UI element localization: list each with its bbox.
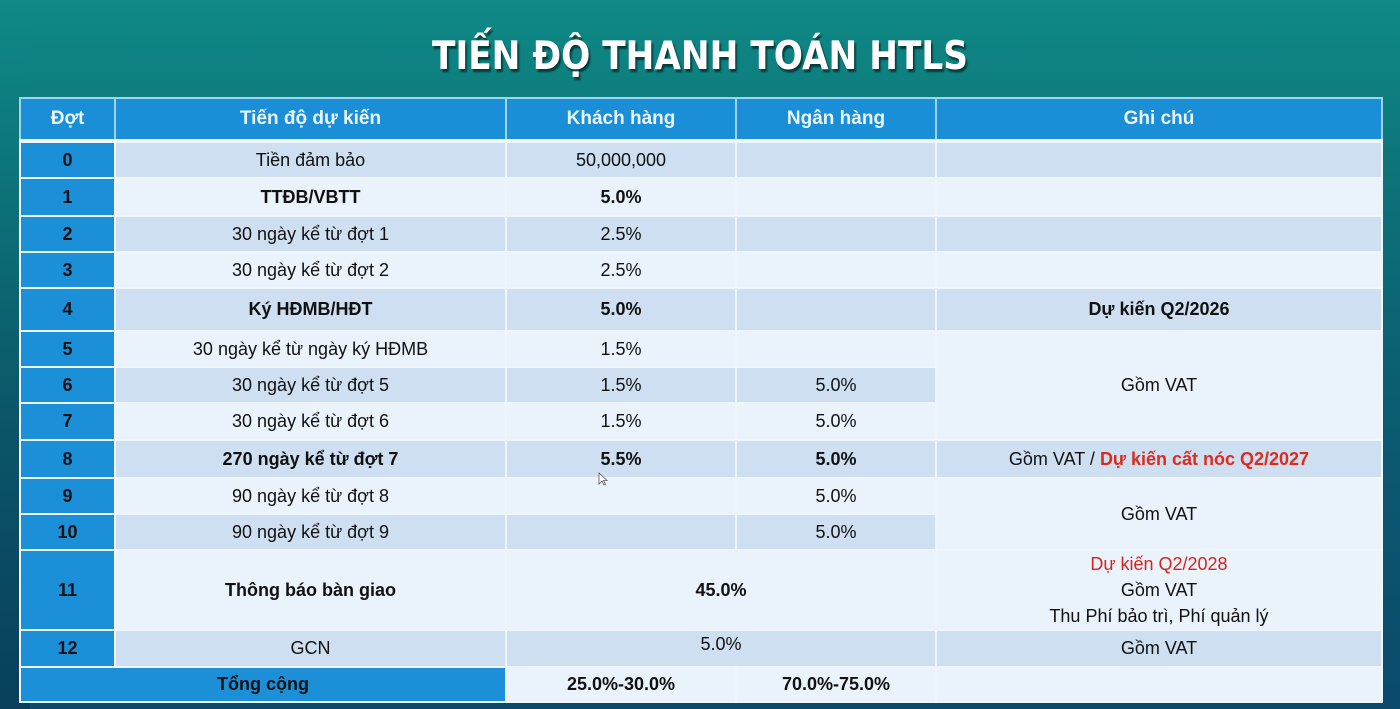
total-customer: 25.0%-30.0% <box>505 666 737 703</box>
bank-cell: 5.0% <box>735 439 937 479</box>
milestone-cell: 30 ngày kể từ đợt 2 <box>114 251 507 289</box>
header-dot: Đợt <box>19 97 116 143</box>
bank-cell <box>735 287 937 332</box>
table-row: 0 Tiền đảm bảo 50,000,000 <box>19 140 1383 179</box>
total-bank: 70.0%-75.0% <box>735 666 937 703</box>
customer-cell: 5.5% <box>505 439 737 479</box>
header-tien-do: Tiến độ dự kiến <box>114 97 507 143</box>
customer-cell: 2.5% <box>505 215 737 253</box>
header-ngan-hang: Ngân hàng <box>735 97 937 143</box>
row-number: 4 <box>19 287 116 332</box>
note-cell <box>935 140 1383 179</box>
note-line: Dự kiến Q2/2028 <box>1090 554 1228 574</box>
customer-cell: 1.5% <box>505 366 737 404</box>
table-row: 1 TTĐB/VBTT 5.0% <box>19 177 1383 217</box>
bank-cell: 5.0% <box>735 366 937 404</box>
bank-cell: 5.0% <box>735 513 937 551</box>
note-cell: Gồm VAT <box>935 330 1383 441</box>
note-cell: Gồm VAT / Dự kiến cất nóc Q2/2027 <box>935 439 1383 479</box>
note-highlight: Dự kiến cất nóc Q2/2027 <box>1099 448 1310 469</box>
customer-cell <box>505 477 737 515</box>
milestone-cell: 90 ngày kể từ đợt 9 <box>114 513 507 551</box>
total-note <box>935 666 1383 703</box>
row-number: 6 <box>19 366 116 404</box>
customer-cell: 50,000,000 <box>505 140 737 179</box>
milestone-cell: 90 ngày kể từ đợt 8 <box>114 477 507 515</box>
milestone-cell: Ký HĐMB/HĐT <box>114 287 507 332</box>
bank-cell <box>735 330 937 368</box>
table-row: 5 30 ngày kể từ ngày ký HĐMB 1.5% Gồm VA… <box>19 330 1383 441</box>
note-cell: Dự kiến Q2/2026 <box>935 287 1383 332</box>
note-cell <box>935 177 1383 217</box>
mouse-cursor-icon <box>598 472 608 486</box>
note-cell: Gồm VAT <box>935 477 1383 551</box>
milestone-cell: Tiền đảm bảo <box>114 140 507 179</box>
table-header-row: Đợt Tiến độ dự kiến Khách hàng Ngân hàng… <box>19 97 1383 143</box>
bank-cell: 5.0% <box>735 477 937 515</box>
note-line: Thu Phí bảo trì, Phí quản lý <box>1049 606 1269 626</box>
row-number: 0 <box>19 140 116 179</box>
bank-cell <box>735 215 937 253</box>
note-line: Gồm VAT <box>1120 580 1198 600</box>
customer-cell: 5.0% <box>505 177 737 217</box>
row-number: 1 <box>19 177 116 217</box>
header-ghi-chu: Ghi chú <box>935 97 1383 143</box>
table-row: 12 GCN 5.0% Gồm VAT <box>19 629 1383 668</box>
table-row: 6 30 ngày kể từ đợt 5 1.5% 5.0% <box>19 366 1382 404</box>
row-number: 2 <box>19 215 116 253</box>
table-row: 7 30 ngày kể từ đợt 6 1.5% 5.0% <box>19 402 1382 441</box>
row-number: 10 <box>19 513 116 551</box>
customer-cell: 1.5% <box>505 330 737 368</box>
table-row: 9 90 ngày kể từ đợt 8 5.0% Gồm VAT <box>19 477 1383 551</box>
bank-cell <box>735 140 937 179</box>
note-cell: Dự kiến Q2/2028 Gồm VAT Thu Phí bảo trì,… <box>935 549 1383 631</box>
combined-payment-cell: 45.0% <box>505 549 937 631</box>
milestone-cell: 30 ngày kể từ ngày ký HĐMB <box>114 330 507 368</box>
customer-cell: 1.5% <box>505 402 737 441</box>
customer-cell: 2.5% <box>505 251 737 289</box>
note-cell <box>935 215 1383 253</box>
note-cell: Gồm VAT <box>935 629 1383 668</box>
row-number: 11 <box>19 549 116 631</box>
table-row: 11 Thông báo bàn giao 45.0% Dự kiến Q2/2… <box>19 549 1383 631</box>
milestone-cell: 30 ngày kể từ đợt 6 <box>114 402 507 441</box>
row-number: 12 <box>19 629 116 668</box>
row-number: 7 <box>19 402 116 441</box>
page-title: TIẾN ĐỘ THANH TOÁN HTLS <box>432 34 968 79</box>
total-label: Tổng cộng <box>19 666 507 703</box>
payment-schedule-table: Đợt Tiến độ dự kiến Khách hàng Ngân hàng… <box>19 97 1383 703</box>
customer-cell: 5.0% <box>505 287 737 332</box>
table-row: 2 30 ngày kể từ đợt 1 2.5% <box>19 215 1383 253</box>
header-khach-hang: Khách hàng <box>505 97 737 143</box>
customer-cell <box>505 513 737 551</box>
note-cell <box>935 251 1383 289</box>
milestone-cell: 30 ngày kể từ đợt 5 <box>114 366 507 404</box>
row-number: 9 <box>19 477 116 515</box>
milestone-cell: GCN <box>114 629 507 668</box>
milestone-cell: TTĐB/VBTT <box>114 177 507 217</box>
note-prefix: Gồm VAT / <box>1008 448 1100 469</box>
row-number: 3 <box>19 251 116 289</box>
milestone-cell: Thông báo bàn giao <box>114 549 507 631</box>
milestone-cell: 30 ngày kể từ đợt 1 <box>114 215 507 253</box>
table-row: 10 90 ngày kể từ đợt 9 5.0% <box>19 513 1382 551</box>
row-number: 5 <box>19 330 116 368</box>
table-row: 4 Ký HĐMB/HĐT 5.0% Dự kiến Q2/2026 <box>19 287 1383 332</box>
milestone-cell: 270 ngày kể từ đợt 7 <box>114 439 507 479</box>
bank-cell: 5.0% <box>735 402 937 441</box>
table-row: 8 270 ngày kể từ đợt 7 5.5% 5.0% Gồm VAT… <box>19 439 1383 479</box>
bank-cell <box>735 251 937 289</box>
total-row: Tổng cộng 25.0%-30.0% 70.0%-75.0% <box>19 666 1383 703</box>
row-number: 8 <box>19 439 116 479</box>
bank-cell <box>735 177 937 217</box>
combined-payment-cell: 5.0% <box>505 629 937 668</box>
table-row: 3 30 ngày kể từ đợt 2 2.5% <box>19 251 1383 289</box>
